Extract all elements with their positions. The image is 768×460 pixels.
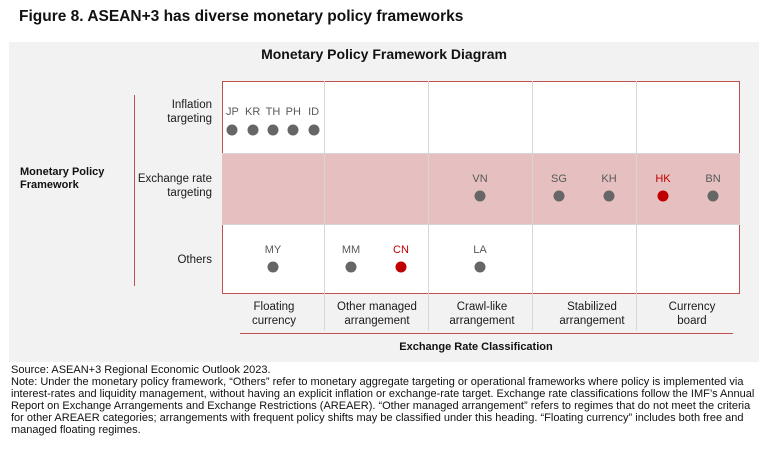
column-label-crawl-like: Crawl-like arrangement xyxy=(449,301,515,327)
country-dot-cn xyxy=(395,261,407,273)
figure-title: Figure 8. ASEAN+3 has diverse monetary p… xyxy=(19,8,464,25)
x-axis-title: Exchange Rate Classification xyxy=(399,341,553,353)
diagram-title: Monetary Policy Framework Diagram xyxy=(261,46,507,62)
exchange-rate-targeting-band xyxy=(222,153,740,224)
country-code-id: ID xyxy=(308,106,320,118)
row-label-inflation-targeting: Inflation targeting xyxy=(167,99,212,125)
column-label-floating-currency: Floating currency xyxy=(251,301,297,327)
country-dot-bn xyxy=(707,190,719,202)
column-divider xyxy=(532,81,533,294)
column-label-stabilized: Stabilized arrangement xyxy=(559,301,625,327)
country-code-th: TH xyxy=(265,106,281,118)
row-label-others: Others xyxy=(177,254,212,266)
column-divider xyxy=(636,81,637,294)
country-code-vn: VN xyxy=(472,173,488,185)
country-dot-hk xyxy=(657,190,669,202)
country-code-bn: BN xyxy=(705,173,721,185)
row-divider xyxy=(222,224,740,225)
source-text: Source: ASEAN+3 Regional Economic Outloo… xyxy=(11,364,271,376)
country-code-kh: KH xyxy=(601,173,617,185)
column-divider xyxy=(324,81,325,294)
column-label-other-managed: Other managed arrangement xyxy=(337,301,417,327)
column-label-currency-board: Currency board xyxy=(668,301,716,327)
country-dot-jp xyxy=(226,124,238,136)
country-dot-kh xyxy=(603,190,615,202)
country-code-la: LA xyxy=(473,244,487,256)
country-dot-th xyxy=(267,124,279,136)
column-divider xyxy=(636,294,637,330)
row-divider xyxy=(222,153,740,154)
country-dot-my xyxy=(267,261,279,273)
row-label-exchange-rate-targeting: Exchange rate targeting xyxy=(137,173,212,199)
country-dot-id xyxy=(308,124,320,136)
country-code-cn: CN xyxy=(393,244,409,256)
country-code-sg: SG xyxy=(551,173,567,185)
column-divider xyxy=(428,81,429,294)
column-divider xyxy=(532,294,533,330)
y-axis-title: Monetary Policy Framework xyxy=(20,166,105,191)
column-divider xyxy=(428,294,429,330)
country-code-kr: KR xyxy=(245,106,261,118)
y-axis-line xyxy=(134,95,135,286)
country-code-hk: HK xyxy=(655,173,671,185)
country-code-my: MY xyxy=(264,244,282,256)
column-divider xyxy=(324,294,325,330)
country-dot-sg xyxy=(553,190,565,202)
country-dot-vn xyxy=(474,190,486,202)
country-dot-kr xyxy=(247,124,259,136)
country-dot-la xyxy=(474,261,486,273)
country-code-jp: JP xyxy=(225,106,239,118)
x-axis-line xyxy=(240,333,733,334)
country-code-ph: PH xyxy=(285,106,301,118)
country-dot-ph xyxy=(287,124,299,136)
country-code-mm: MM xyxy=(341,244,361,256)
note-text: Note: Under the monetary policy framewor… xyxy=(11,376,755,436)
country-dot-mm xyxy=(345,261,357,273)
